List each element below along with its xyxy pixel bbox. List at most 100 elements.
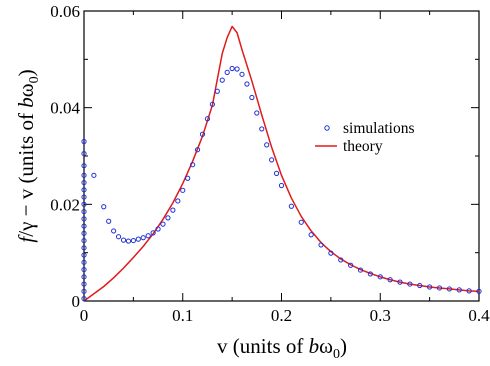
simulation-point <box>155 226 161 232</box>
x-axis-label-part-2: b <box>309 334 320 358</box>
simulation-point <box>81 295 87 302</box>
simulation-point <box>387 277 393 283</box>
x-axis-label: v (units of bω0) <box>217 334 347 362</box>
simulation-point <box>259 126 265 132</box>
y-axis-label-part-6: ) <box>14 69 38 76</box>
simulation-point <box>81 138 87 145</box>
legend-label-simulations: simulations <box>343 120 414 137</box>
simulation-point <box>239 71 245 77</box>
simulation-point <box>278 182 285 189</box>
simulation-point <box>81 223 87 229</box>
simulation-point <box>120 237 127 243</box>
simulation-point <box>194 147 201 153</box>
simulation-point <box>170 207 176 213</box>
simulation-point <box>377 274 383 280</box>
x-axis-label-part-3: ω <box>319 334 333 358</box>
y-tick-label: 0.06 <box>50 2 80 21</box>
simulation-point <box>81 281 87 287</box>
simulation-point <box>338 257 344 263</box>
simulation-point <box>81 179 87 186</box>
simulation-point <box>456 287 462 293</box>
simulation-point <box>81 245 87 251</box>
simulation-point <box>199 131 206 137</box>
simulation-point <box>397 279 403 285</box>
simulation-point <box>81 163 87 169</box>
simulation-point <box>357 267 364 273</box>
x-axis-label-part-4: 0 <box>333 347 340 362</box>
series-line-theory <box>83 25 480 302</box>
simulation-point <box>466 288 472 294</box>
simulation-point <box>298 219 304 225</box>
x-tick-label: 0.2 <box>271 306 292 325</box>
y-axis-label-part-4: ω <box>14 83 38 97</box>
simulation-point <box>81 208 87 215</box>
simulation-point <box>308 232 314 238</box>
simulation-point <box>125 238 132 244</box>
simulation-point <box>130 237 136 244</box>
simulation-point <box>417 282 423 289</box>
simulation-point <box>476 288 482 294</box>
legend-label-theory: theory <box>343 138 383 155</box>
simulation-point <box>273 170 280 176</box>
simulation-point <box>229 65 235 72</box>
simulation-point <box>81 201 87 207</box>
simulation-point <box>367 271 373 277</box>
simulation-point <box>91 172 97 178</box>
simulation-point <box>81 274 87 280</box>
simulation-point <box>180 187 186 193</box>
simulation-point <box>288 203 294 209</box>
simulation-point <box>234 66 240 72</box>
plot-frame <box>83 10 480 302</box>
simulation-point <box>214 88 220 94</box>
simulation-point <box>175 198 181 204</box>
simulation-point <box>81 230 87 236</box>
simulation-point <box>81 266 87 273</box>
simulation-point <box>165 215 171 221</box>
simulation-point <box>140 235 146 241</box>
simulation-point <box>81 150 87 157</box>
simulation-point <box>81 259 87 265</box>
simulation-point <box>101 204 107 210</box>
simulation-point <box>135 236 141 242</box>
y-axis-label-part-1: f <box>14 234 38 243</box>
simulation-point <box>150 230 156 236</box>
simulation-point <box>264 142 270 148</box>
simulation-point <box>348 262 354 268</box>
simulation-point <box>219 77 225 83</box>
simulation-point <box>106 218 112 224</box>
simulation-point <box>224 69 230 75</box>
simulation-point <box>81 194 87 200</box>
y-tick-label: 0 <box>72 292 81 311</box>
simulation-point <box>185 175 191 181</box>
simulation-point <box>427 284 433 290</box>
y-axis-label: f/γ − v (units of bω0) <box>14 69 42 242</box>
simulation-point <box>81 216 87 222</box>
simulation-point <box>81 252 87 258</box>
simulation-point <box>190 162 196 168</box>
simulation-point <box>269 157 275 163</box>
simulation-point <box>328 250 334 256</box>
axis-ticks: 0 0.1 0.2 0.3 0.4 0 0.02 0.04 0.06 <box>50 2 490 325</box>
y-axis-label-part-5: 0 <box>27 76 42 83</box>
x-axis-label-part-1: v (units of <box>217 334 309 358</box>
legend: simulations theory <box>315 120 414 155</box>
y-axis-label-part-3: b <box>14 97 38 108</box>
simulation-point <box>115 234 122 240</box>
simulation-point <box>318 242 324 248</box>
x-tick-label: 0.4 <box>468 306 490 325</box>
simulation-point <box>254 110 260 116</box>
y-axis-label-part-2: /γ − v (units of <box>14 108 38 237</box>
simulation-point <box>249 94 255 101</box>
y-tick-label: 0.02 <box>50 195 80 214</box>
legend-marker-simulations <box>324 125 330 131</box>
simulation-point <box>81 288 87 294</box>
simulation-point <box>244 81 250 87</box>
simulation-point <box>145 233 151 239</box>
simulation-point <box>81 237 87 244</box>
simulation-point <box>204 116 211 122</box>
theory-layer <box>83 25 480 302</box>
simulation-point <box>160 221 166 227</box>
x-tick-label: 0 <box>80 306 89 325</box>
x-tick-label: 0.3 <box>370 306 391 325</box>
